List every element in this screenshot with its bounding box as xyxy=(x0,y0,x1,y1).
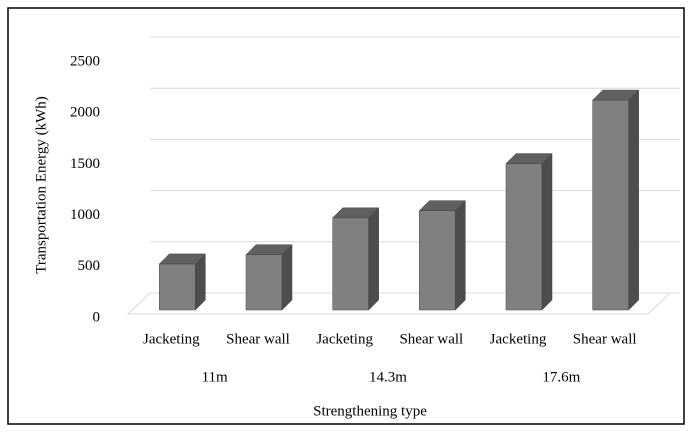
group-label: 17.6m xyxy=(542,369,580,385)
x-tick-label: Jacketing xyxy=(143,331,200,347)
y-tick-label: 1500 xyxy=(70,156,100,172)
bar xyxy=(245,244,293,311)
y-tick-label: 1000 xyxy=(70,207,100,223)
y-tick-label: 0 xyxy=(93,309,101,325)
x-tick-label: Jacketing xyxy=(490,331,547,347)
y-tick-label: 2500 xyxy=(70,53,100,69)
bar-front xyxy=(159,263,196,311)
bar-side xyxy=(455,200,466,311)
bar-top xyxy=(158,253,206,265)
bar-side xyxy=(541,152,553,311)
y-tick-label: 2000 xyxy=(70,105,100,121)
bar-top xyxy=(592,89,640,101)
bar-top xyxy=(332,207,380,219)
bar-top xyxy=(418,200,466,211)
bar-front xyxy=(245,254,283,311)
x-tick-label: Shear wall xyxy=(399,331,463,347)
bar-front xyxy=(592,99,629,311)
bar-side xyxy=(368,207,379,311)
frame xyxy=(7,7,685,425)
group-label: 14.3m xyxy=(369,369,407,385)
group-label: 11m xyxy=(202,369,228,385)
bar-side xyxy=(281,244,293,311)
bar-top xyxy=(245,244,293,255)
x-axis-title: Strengthening type xyxy=(313,403,427,419)
bar-side xyxy=(628,89,639,311)
bar-top xyxy=(505,153,553,164)
bar-front xyxy=(419,210,456,311)
bar xyxy=(505,152,553,311)
bar xyxy=(332,207,380,311)
bar xyxy=(158,253,206,311)
y-axis-title: Transportation Energy (kWh) xyxy=(33,96,49,273)
bar xyxy=(592,89,640,311)
y-tick-label: 500 xyxy=(78,258,101,274)
bar-front xyxy=(505,163,543,311)
x-tick-label: Shear wall xyxy=(226,331,290,347)
bar xyxy=(418,200,466,311)
floor xyxy=(126,292,672,315)
bar-front xyxy=(332,217,369,311)
x-tick-label: Jacketing xyxy=(316,331,373,347)
x-tick-label: Shear wall xyxy=(573,331,637,347)
